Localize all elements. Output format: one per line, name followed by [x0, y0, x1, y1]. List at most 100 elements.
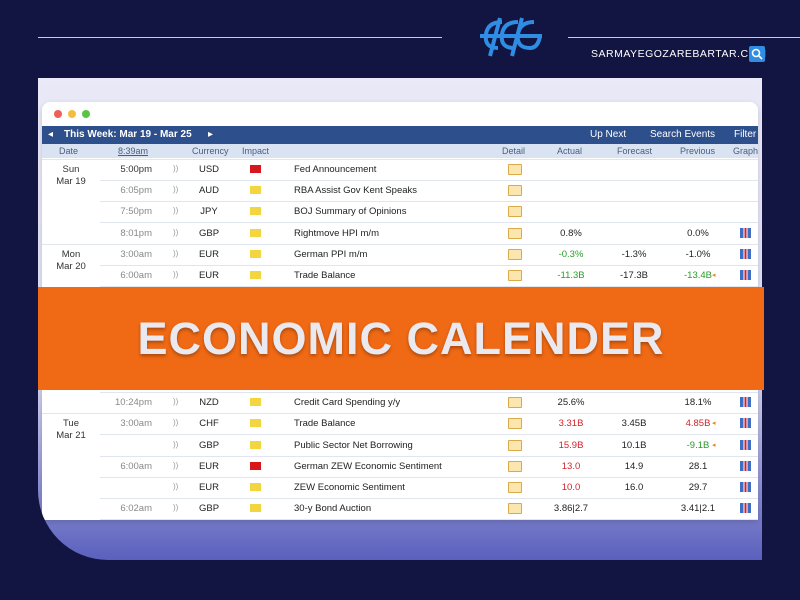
event[interactable]: ZEW Economic Sentiment: [294, 482, 405, 493]
sound-icon: )): [173, 185, 179, 195]
col-time[interactable]: 8:39am: [118, 146, 149, 156]
event[interactable]: BOJ Summary of Opinions: [294, 206, 407, 218]
row: [100, 498, 758, 520]
event[interactable]: German PPI m/m: [294, 248, 368, 260]
sound-icon: )): [173, 397, 179, 407]
divider: [568, 37, 800, 38]
event[interactable]: Fed Announcement: [294, 164, 377, 175]
detail-icon[interactable]: [508, 248, 522, 260]
time: 6:00am: [120, 460, 152, 472]
col-forecast: Forecast: [617, 146, 653, 156]
currency: JPY: [200, 206, 218, 218]
graph-icon[interactable]: [740, 418, 751, 429]
actual: 25.6%: [557, 397, 585, 409]
day: Tue: [62, 418, 80, 430]
time: 6:05pm: [120, 185, 152, 197]
forecast: -17.3B: [620, 270, 648, 281]
detail-icon[interactable]: [508, 439, 522, 451]
next-week[interactable]: ▸: [208, 129, 214, 140]
detail-icon[interactable]: [508, 503, 522, 515]
forecast: 3.45B: [621, 418, 647, 430]
previous: 0.0%: [687, 227, 709, 239]
day-separator: [42, 413, 758, 415]
logo: [480, 17, 542, 57]
event[interactable]: Rightmove HPI m/m: [294, 227, 379, 239]
graph-icon[interactable]: [740, 227, 751, 238]
actual: 3.31B: [558, 418, 584, 430]
row: [100, 244, 758, 266]
detail-icon[interactable]: [508, 227, 522, 239]
impact-icon: [250, 440, 261, 449]
actual: 10.0: [561, 482, 581, 493]
event[interactable]: Public Sector Net Borrowing: [294, 439, 413, 451]
previous: -1.0%: [685, 248, 711, 260]
detail-icon[interactable]: [508, 397, 522, 409]
forecast: 14.9: [624, 460, 644, 472]
detail-icon[interactable]: [508, 418, 522, 430]
date: Mar 20: [56, 260, 86, 272]
sound-icon: )): [173, 270, 179, 279]
impact-icon: [250, 228, 261, 237]
time: 8:01pm: [120, 227, 152, 239]
currency: AUD: [198, 185, 220, 197]
day-separator: [42, 243, 758, 245]
event[interactable]: Credit Card Spending y/y: [294, 397, 401, 409]
graph-icon[interactable]: [740, 439, 751, 450]
window-dot: [54, 110, 62, 118]
actual: -0.3%: [558, 248, 584, 260]
col-currency: Currency: [192, 146, 229, 156]
row: [100, 435, 758, 457]
impact-icon: [250, 504, 261, 513]
graph-icon[interactable]: [740, 397, 751, 408]
graph-icon[interactable]: [740, 270, 751, 280]
previous: 3.41|2.1: [680, 503, 716, 515]
day: Mon: [61, 248, 81, 260]
detail-icon[interactable]: [508, 185, 522, 197]
sound-icon: )): [173, 418, 179, 428]
prev-week[interactable]: ◂: [48, 129, 54, 140]
previous: -13.4B: [684, 270, 712, 281]
week-label[interactable]: This Week: Mar 19 - Mar 25: [64, 129, 192, 140]
event[interactable]: Trade Balance: [294, 270, 356, 281]
graph-icon[interactable]: [740, 503, 751, 514]
detail-icon[interactable]: [508, 270, 522, 281]
window-dot: [68, 110, 76, 118]
col-previous: Previous: [680, 146, 716, 156]
row: [100, 371, 758, 393]
impact-icon: [250, 207, 261, 216]
detail-icon[interactable]: [508, 460, 522, 472]
site-name[interactable]: SARMAYEGOZAREBARTAR.COM: [591, 48, 767, 60]
event[interactable]: RBA Assist Gov Kent Speaks: [294, 185, 418, 197]
event[interactable]: Trade Balance: [294, 418, 356, 430]
sound-icon: )): [173, 503, 179, 513]
revision-arrow: ◂: [712, 420, 716, 428]
actual: 0.8%: [560, 227, 582, 239]
impact-icon: [250, 165, 261, 173]
filter[interactable]: Filter: [734, 129, 757, 140]
sound-icon: )): [173, 482, 179, 491]
window-dot: [82, 110, 90, 118]
search-button[interactable]: [749, 46, 765, 62]
previous: -9.1B: [686, 439, 710, 451]
time: 10:24pm: [115, 397, 152, 409]
impact-icon: [250, 419, 261, 428]
forecast: 16.0: [624, 482, 644, 493]
detail-icon[interactable]: [508, 206, 522, 218]
col-impact: Impact: [242, 146, 270, 156]
previous: 28.1: [688, 460, 708, 472]
detail-icon[interactable]: [508, 164, 522, 175]
event[interactable]: 30-y Bond Auction: [294, 503, 372, 515]
time: 6:02am: [120, 503, 152, 515]
forecast: 10.1B: [621, 439, 647, 451]
row: [100, 477, 758, 499]
detail-icon[interactable]: [508, 482, 522, 493]
graph-icon[interactable]: [740, 482, 751, 492]
currency: USD: [198, 164, 220, 175]
search-events[interactable]: Search Events: [650, 129, 716, 140]
impact-icon: [250, 398, 261, 407]
graph-icon[interactable]: [740, 248, 751, 259]
event[interactable]: German ZEW Economic Sentiment: [294, 460, 442, 472]
graph-icon[interactable]: [740, 460, 751, 471]
up-next[interactable]: Up Next: [590, 129, 627, 140]
actual: 3.86|2.7: [553, 503, 589, 515]
